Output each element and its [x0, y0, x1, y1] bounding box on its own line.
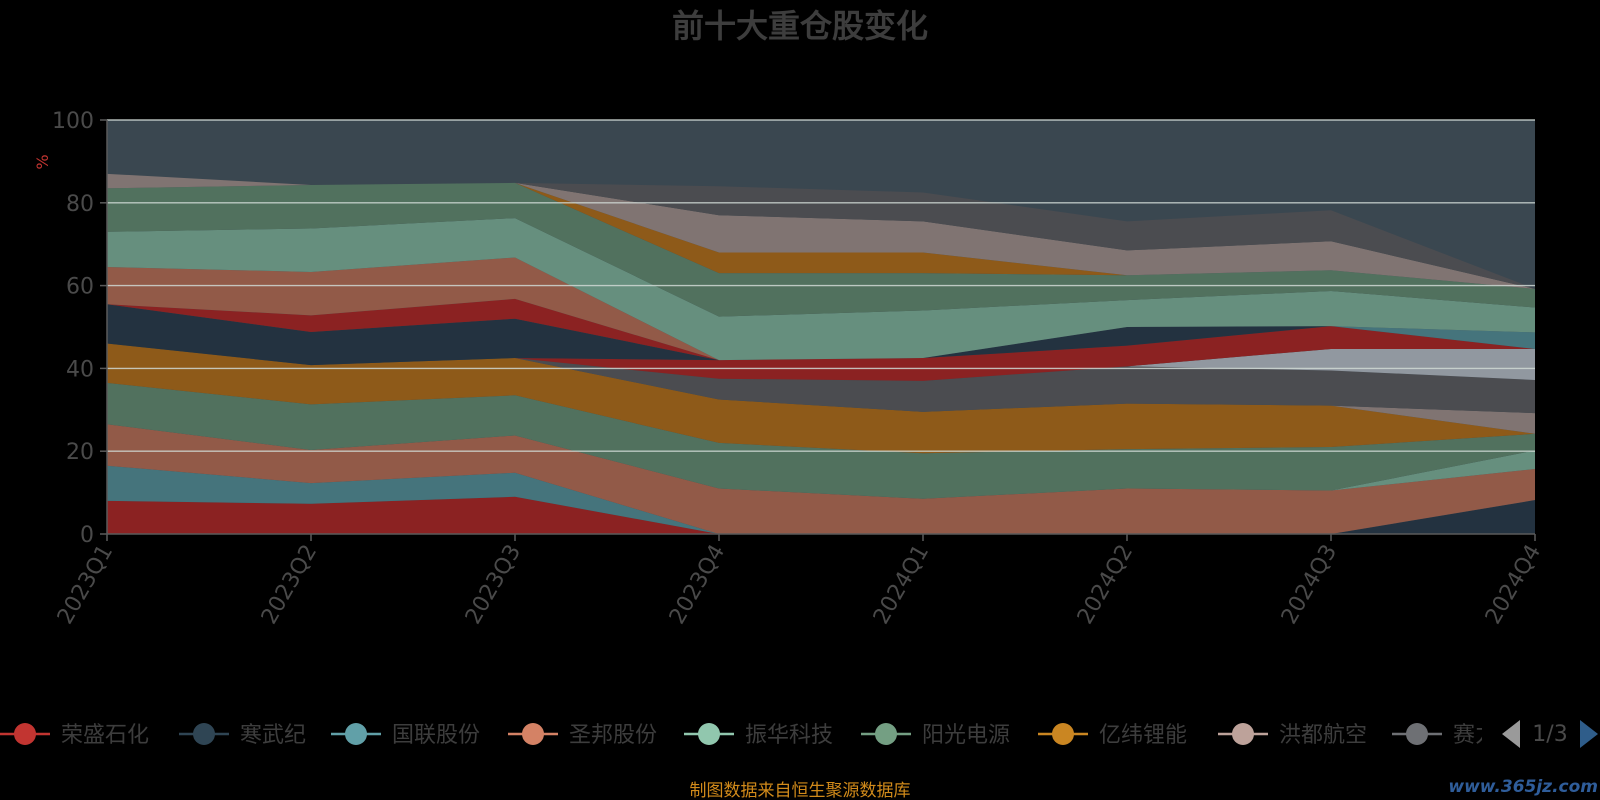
- legend-label: 圣邦股份: [569, 723, 657, 748]
- legend-dot-marker: [14, 723, 36, 745]
- area-series-3[interactable]: [107, 465, 1535, 534]
- legend-dot-marker: [522, 723, 544, 745]
- legend-dot-marker: [345, 723, 367, 745]
- legend-next-page-icon[interactable]: [1580, 720, 1598, 748]
- y-tick-label: 0: [80, 523, 94, 548]
- legend-item[interactable]: 赛力斯: [1392, 723, 1519, 748]
- legend-item[interactable]: 亿纬锂能: [1038, 723, 1187, 748]
- area-series-17[interactable]: [107, 182, 1535, 317]
- legend-dot-marker: [875, 723, 897, 745]
- area-series-13[interactable]: [107, 298, 1535, 361]
- legend-item[interactable]: 振华科技: [684, 723, 833, 748]
- legend-label: 国联股份: [392, 723, 480, 748]
- x-tick-label: 2024Q4: [1481, 541, 1546, 629]
- legend-item[interactable]: 荣盛石化: [0, 723, 149, 748]
- legend-dot-marker: [1232, 723, 1254, 745]
- y-tick-label: 40: [66, 357, 94, 382]
- area-series-20[interactable]: [107, 173, 1535, 289]
- legend-item[interactable]: 国联股份: [331, 723, 480, 748]
- legend-label: 荣盛石化: [61, 723, 149, 748]
- legend-label: 洪都航空: [1279, 723, 1367, 748]
- legend: 荣盛石化 寒武纪 国联股份 圣邦股份 振华科技 阳光电源 亿纬锂能 洪都航空 赛力斯: [0, 723, 1519, 748]
- legend-label: 亿纬锂能: [1099, 723, 1187, 748]
- area-series-11[interactable]: [107, 326, 1535, 381]
- legend-item[interactable]: 阳光电源: [861, 723, 1010, 748]
- area-series-6[interactable]: [107, 382, 1535, 499]
- y-tick-label: 20: [66, 440, 94, 465]
- y-axis-unit-label: %: [33, 154, 52, 169]
- area-series-1[interactable]: [107, 496, 1535, 534]
- area-series-16[interactable]: [107, 218, 1535, 361]
- area-series-15[interactable]: [107, 257, 1535, 361]
- area-series-12[interactable]: [107, 304, 1535, 366]
- area-series-2[interactable]: [107, 496, 1535, 534]
- area-series-group: [107, 173, 1535, 534]
- legend-page-indicator: 1/3: [1532, 722, 1567, 747]
- legend-dot-marker: [193, 723, 215, 745]
- legend-item[interactable]: 洪都航空: [1218, 723, 1367, 748]
- area-series-10[interactable]: [107, 343, 1535, 381]
- x-tick-label: 2023Q2: [257, 541, 322, 629]
- legend-item[interactable]: 圣邦股份: [508, 723, 657, 748]
- area-series-7[interactable]: [107, 343, 1535, 454]
- x-tick-label: 2023Q1: [53, 541, 118, 629]
- legend-prev-page-icon[interactable]: [1502, 720, 1520, 748]
- y-tick-label: 60: [66, 275, 94, 300]
- area-series-19[interactable]: [107, 173, 1535, 289]
- x-tick-label: 2023Q3: [461, 541, 526, 629]
- legend-dot-marker: [1406, 723, 1428, 745]
- legend-label: 寒武纪: [240, 723, 306, 748]
- x-tick-label: 2024Q2: [1073, 541, 1138, 629]
- x-tick-label: 2024Q1: [869, 541, 934, 629]
- area-series-9[interactable]: [107, 343, 1535, 414]
- legend-dot-marker: [1052, 723, 1074, 745]
- y-tick-label: 80: [66, 192, 94, 217]
- data-source-note: 制图数据来自恒生聚源数据库: [690, 781, 911, 800]
- legend-label: 振华科技: [745, 723, 833, 748]
- legend-item[interactable]: 寒武纪: [179, 723, 306, 748]
- legend-label: 赛力斯: [1453, 723, 1519, 748]
- legend-dot-marker: [698, 723, 720, 745]
- y-tick-label: 100: [52, 109, 94, 134]
- chart-title: 前十大重仓股变化: [672, 7, 928, 45]
- area-series-18[interactable]: [107, 182, 1535, 289]
- gridlines: [107, 119, 1535, 452]
- watermark: www.365jz.com: [1448, 777, 1598, 797]
- x-tick-label: 2023Q4: [665, 541, 730, 629]
- legend-label: 阳光电源: [922, 723, 1010, 748]
- legend-pager: 1/3: [1502, 720, 1598, 748]
- x-tick-label: 2024Q3: [1277, 541, 1342, 629]
